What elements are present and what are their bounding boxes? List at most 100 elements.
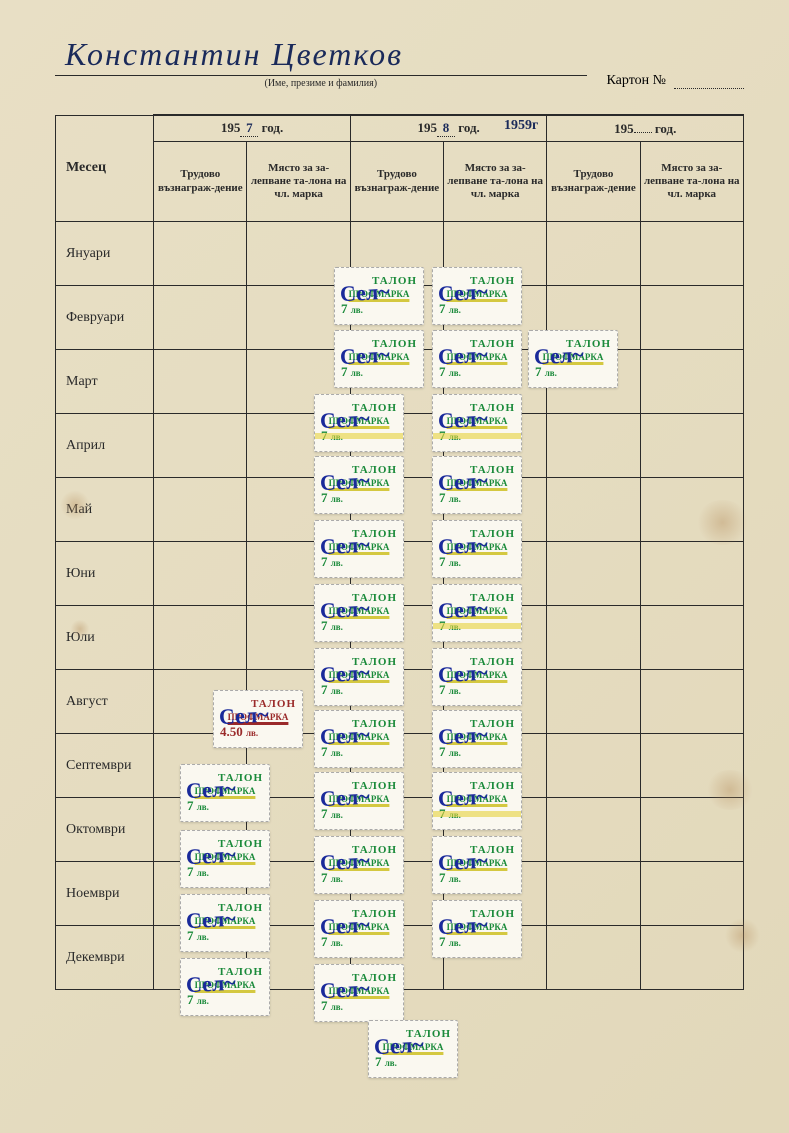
dues-stamp: ТАЛОНПРОФМАРКА7 лв.Сел~ [432, 394, 522, 452]
stamp-signature: Сел~ [437, 848, 488, 877]
dues-stamp: ТАЛОНПРОФМАРКА7 лв.Сел~ [432, 710, 522, 768]
data-cell [154, 606, 247, 670]
data-cell [154, 222, 247, 286]
stamp-signature: Сел~ [185, 842, 236, 871]
stamp-signature: Сел~ [319, 722, 370, 751]
dues-stamp: ТАЛОНПРОФМАРКА7 лв.Сел~ [432, 330, 522, 388]
carton-number-blank [674, 71, 744, 89]
stamp-signature: Сел~ [373, 1032, 424, 1061]
dues-stamp: ТАЛОНПРОФМАРКА7 лв.Сел~ [432, 520, 522, 578]
dues-stamp: ТАЛОНПРОФМАРКА7 лв.Сел~ [180, 894, 270, 952]
dues-stamp: ТАЛОНПРОФМАРКА7 лв.Сел~ [314, 964, 404, 1022]
data-cell [547, 542, 640, 606]
data-cell [640, 350, 743, 414]
col-labor-1: Трудово възнаграж-дение [154, 142, 247, 222]
data-cell [547, 862, 640, 926]
stamp-signature: Сел~ [339, 279, 390, 308]
dues-stamp: ТАЛОНПРОФМАРКА7 лв.Сел~ [432, 772, 522, 830]
month-label: Декември [56, 926, 154, 990]
dues-stamp: ТАЛОНПРОФМАРКА4.50 лв.Сел~ [213, 690, 303, 748]
dues-stamp: ТАЛОНПРОФМАРКА7 лв.Сел~ [314, 648, 404, 706]
month-label: Януари [56, 222, 154, 286]
stamp-signature: Сел~ [437, 279, 488, 308]
dues-stamp: ТАЛОНПРОФМАРКА7 лв.Сел~ [314, 394, 404, 452]
dues-stamp: ТАЛОНПРОФМАРКА7 лв.Сел~ [314, 836, 404, 894]
stamp-signature: Сел~ [437, 596, 488, 625]
data-cell [640, 286, 743, 350]
month-label: Февруари [56, 286, 154, 350]
stamp-signature: Сел~ [185, 906, 236, 935]
col-stamp-2: Място за за-лепване та-лона на чл. марка [443, 142, 546, 222]
stamp-signature: Сел~ [319, 596, 370, 625]
data-cell [154, 350, 247, 414]
stamp-signature: Сел~ [319, 660, 370, 689]
stamp-signature: Сел~ [437, 468, 488, 497]
data-cell [640, 414, 743, 478]
data-cell [154, 478, 247, 542]
dues-stamp: ТАЛОНПРОФМАРКА7 лв.Сел~ [314, 772, 404, 830]
stamp-signature: Сел~ [437, 784, 488, 813]
dues-stamp: ТАЛОНПРОФМАРКА7 лв.Сел~ [368, 1020, 458, 1078]
stamp-signature: Сел~ [319, 912, 370, 941]
dues-stamp: ТАЛОНПРОФМАРКА7 лв.Сел~ [432, 584, 522, 642]
year-header-2: 1958 год. 1959г [350, 115, 547, 142]
month-label: Юни [56, 542, 154, 606]
stamp-signature: Сел~ [319, 848, 370, 877]
document-card: Константин Цветков (Име, презиме и фамил… [0, 0, 789, 1133]
dues-stamp: ТАЛОНПРОФМАРКА7 лв.Сел~ [314, 710, 404, 768]
dues-stamp: ТАЛОНПРОФМАРКА7 лв.Сел~ [528, 330, 618, 388]
dues-stamp: ТАЛОНПРОФМАРКА7 лв.Сел~ [180, 830, 270, 888]
dues-stamp: ТАЛОНПРОФМАРКА7 лв.Сел~ [432, 648, 522, 706]
stamp-signature: Сел~ [319, 406, 370, 435]
dues-stamp: ТАЛОНПРОФМАРКА7 лв.Сел~ [314, 584, 404, 642]
dues-stamp: ТАЛОНПРОФМАРКА7 лв.Сел~ [432, 267, 522, 325]
col-stamp-3: Място за за-лепване та-лона на чл. марка [640, 142, 743, 222]
dues-stamp: ТАЛОНПРОФМАРКА7 лв.Сел~ [314, 900, 404, 958]
dues-stamp: ТАЛОНПРОФМАРКА7 лв.Сел~ [334, 330, 424, 388]
dues-stamp: ТАЛОНПРОФМАРКА7 лв.Сел~ [334, 267, 424, 325]
data-cell [547, 734, 640, 798]
dues-stamp: ТАЛОНПРОФМАРКА7 лв.Сел~ [432, 836, 522, 894]
stamp-signature: Сел~ [437, 722, 488, 751]
aged-spot [725, 918, 760, 953]
data-cell [547, 478, 640, 542]
stamp-signature: Сел~ [437, 912, 488, 941]
dues-stamp: ТАЛОНПРОФМАРКА7 лв.Сел~ [314, 456, 404, 514]
year-handwritten: 1959г [504, 118, 538, 134]
month-label: Юли [56, 606, 154, 670]
col-stamp-1: Място за за-лепване та-лона на чл. марка [247, 142, 350, 222]
data-cell [547, 606, 640, 670]
stamp-signature: Сел~ [437, 406, 488, 435]
stamp-signature: Сел~ [437, 532, 488, 561]
year-header-1: 1957 год. [154, 115, 351, 142]
dues-stamp: ТАЛОНПРОФМАРКА7 лв.Сел~ [180, 764, 270, 822]
stamp-signature: Сел~ [319, 976, 370, 1005]
data-cell [640, 542, 743, 606]
stamp-signature: Сел~ [319, 784, 370, 813]
month-label: Април [56, 414, 154, 478]
stamp-signature: Сел~ [185, 776, 236, 805]
header-row: Константин Цветков (Име, презиме и фамил… [55, 40, 744, 89]
month-header: Месец [56, 115, 154, 222]
data-cell [640, 670, 743, 734]
month-label: Септември [56, 734, 154, 798]
aged-spot [695, 500, 750, 545]
data-cell [547, 926, 640, 990]
data-cell [154, 286, 247, 350]
data-cell [547, 798, 640, 862]
data-cell [640, 606, 743, 670]
data-cell [640, 862, 743, 926]
stamp-signature: Сел~ [437, 342, 488, 371]
dues-stamp: ТАЛОНПРОФМАРКА7 лв.Сел~ [314, 520, 404, 578]
name-caption: (Име, презиме и фамилия) [55, 78, 587, 89]
stamp-currency: лв. [246, 728, 258, 738]
stamp-signature: Сел~ [319, 468, 370, 497]
month-label: Ноември [56, 862, 154, 926]
col-labor-2: Трудово възнаграж-дение [350, 142, 443, 222]
stamp-signature: Сел~ [218, 702, 269, 731]
data-cell [547, 414, 640, 478]
stamp-signature: Сел~ [339, 342, 390, 371]
month-label: Март [56, 350, 154, 414]
aged-spot [705, 770, 755, 810]
carton-field: Картон № [607, 71, 744, 89]
